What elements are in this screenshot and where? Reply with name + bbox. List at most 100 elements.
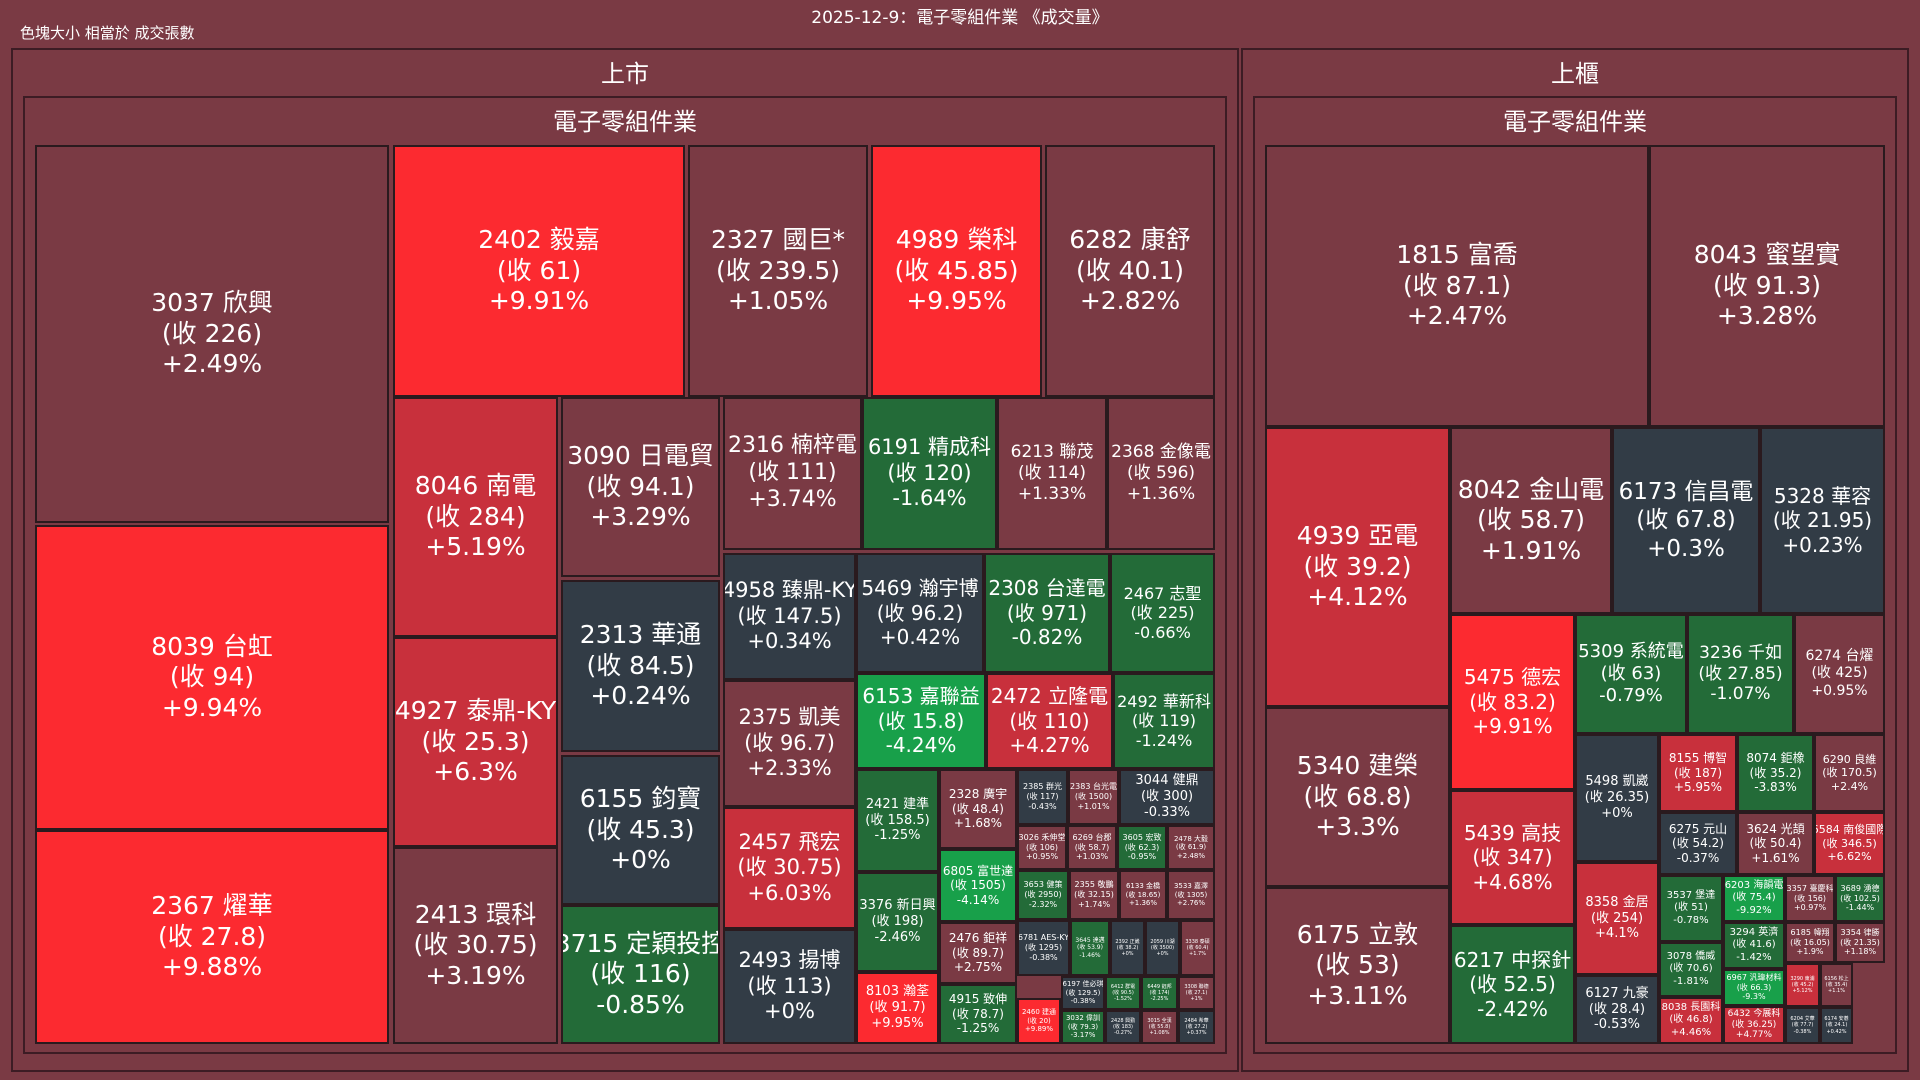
treemap-tile-3689[interactable]: 3689 湧德 (收 102.5) -1.44% — [1835, 875, 1885, 922]
treemap-tile-6412[interactable]: 6412 群電 (收 90.5) -1.52% — [1105, 976, 1141, 1010]
treemap-tile-6155[interactable]: 6155 鈞寶 (收 45.3) +0% — [561, 755, 720, 905]
treemap-tile-2476[interactable]: 2476 鉅祥 (收 89.7) +2.75% — [939, 922, 1017, 984]
treemap-tile-2467[interactable]: 2467 志聖 (收 225) -0.66% — [1110, 553, 1215, 673]
treemap-tile-2492[interactable]: 2492 華新科 (收 119) -1.24% — [1113, 673, 1215, 769]
treemap-tile-3037[interactable]: 3037 欣興 (收 226) +2.49% — [35, 145, 389, 523]
treemap-tile-8103[interactable]: 8103 瀚荃 (收 91.7) +9.95% — [856, 972, 939, 1044]
treemap-tile-2367[interactable]: 2367 燿華 (收 27.8) +9.88% — [35, 830, 389, 1044]
treemap-tile-2059[interactable]: 2059 川湖 (收 3500) +0% — [1145, 920, 1180, 976]
treemap-tile-6174[interactable]: 6174 安碁 (收 24.1) +0.42% — [1820, 1007, 1853, 1044]
treemap-tile-6282[interactable]: 6282 康舒 (收 40.1) +2.82% — [1045, 145, 1215, 397]
treemap-tile-2316[interactable]: 2316 楠梓電 (收 111) +3.74% — [723, 397, 862, 550]
treemap-tile-3537[interactable]: 3537 堡達 (收 51) -0.78% — [1659, 875, 1723, 942]
treemap-tile-2308[interactable]: 2308 台達電 (收 971) -0.82% — [984, 553, 1110, 673]
treemap-tile-4927[interactable]: 4927 泰鼎-KY (收 25.3) +6.3% — [393, 637, 558, 847]
treemap-tile-5475[interactable]: 5475 德宏 (收 83.2) +9.91% — [1450, 614, 1575, 790]
treemap-tile-6127[interactable]: 6127 九豪 (收 28.4) -0.53% — [1575, 975, 1659, 1044]
treemap-tile-2383[interactable]: 2383 台光電 (收 1500) +1.01% — [1068, 769, 1119, 825]
treemap-tile-8074[interactable]: 8074 鉅橡 (收 35.2) -3.83% — [1737, 734, 1814, 812]
treemap-tile-6191[interactable]: 6191 精成科 (收 120) -1.64% — [862, 397, 997, 550]
treemap-tile-2392[interactable]: 2392 正崴 (收 38.2) +0% — [1110, 920, 1145, 976]
treemap-tile-3294[interactable]: 3294 英濟 (收 41.6) -1.42% — [1723, 922, 1785, 969]
treemap-tile-3078[interactable]: 3078 僑威 (收 70.6) -1.81% — [1659, 942, 1723, 997]
treemap-tile-2421[interactable]: 2421 建準 (收 158.5) -1.25% — [856, 769, 939, 872]
treemap-tile-6133[interactable]: 6133 金橋 (收 18.65) +1.36% — [1119, 870, 1167, 920]
treemap-tile-3624[interactable]: 3624 光頡 (收 50.4) +1.61% — [1737, 812, 1814, 875]
treemap-tile-6274[interactable]: 6274 台燿 (收 425) +0.95% — [1794, 614, 1885, 734]
treemap-tile-5328[interactable]: 5328 華容 (收 21.95) +0.23% — [1760, 427, 1885, 614]
treemap-tile-5469[interactable]: 5469 瀚宇博 (收 96.2) +0.42% — [856, 553, 984, 673]
treemap-tile-3533[interactable]: 3533 嘉澤 (收 1305) +2.76% — [1167, 870, 1215, 920]
treemap-tile-5498[interactable]: 5498 凱崴 (收 26.35) +0% — [1575, 734, 1659, 862]
treemap-tile-3376[interactable]: 3376 新日興 (收 198) -2.46% — [856, 872, 939, 972]
treemap-tile-6967[interactable]: 6967 汎瑋材料 (收 66.3) -9.3% — [1723, 969, 1785, 1006]
treemap-tile-3308[interactable]: 3308 聯德 (收 27.1) +1% — [1178, 976, 1215, 1010]
treemap-tile-6805[interactable]: 6805 富世達 (收 1505) -4.14% — [939, 849, 1017, 922]
treemap-tile-8039[interactable]: 8039 台虹 (收 94) +9.94% — [35, 525, 389, 830]
treemap-tile-8038[interactable]: 8038 長園科 (收 46.8) +4.46% — [1659, 997, 1723, 1044]
treemap-tile-6204[interactable]: 6204 艾華 (收 77.7) -0.38% — [1785, 1007, 1820, 1044]
treemap-tile-4939[interactable]: 4939 亞電 (收 39.2) +4.12% — [1265, 427, 1450, 707]
treemap-tile-6153[interactable]: 6153 嘉聯益 (收 15.8) -4.24% — [856, 673, 986, 769]
treemap-tile-6173[interactable]: 6173 信昌電 (收 67.8) +0.3% — [1612, 427, 1760, 614]
treemap-tile-6197[interactable]: 6197 佳必琪 (收 129.5) -0.38% — [1061, 976, 1105, 1010]
treemap-tile-3032[interactable]: 3032 偉訓 (收 79.3) -3.17% — [1061, 1010, 1105, 1044]
treemap-tile-2327[interactable]: 2327 國巨* (收 239.5) +1.05% — [688, 145, 868, 397]
tile-change: -9.3% — [1742, 992, 1766, 1002]
treemap-tile-2313[interactable]: 2313 華通 (收 84.5) +0.24% — [561, 580, 720, 752]
treemap-tile-4989[interactable]: 4989 榮科 (收 45.85) +9.95% — [871, 145, 1042, 397]
treemap-tile-4958[interactable]: 4958 臻鼎-KY (收 147.5) +0.34% — [723, 553, 856, 680]
treemap-tile-2413[interactable]: 2413 環科 (收 30.75) +3.19% — [393, 847, 558, 1044]
treemap-tile-6275[interactable]: 6275 元山 (收 54.2) -0.37% — [1659, 812, 1737, 875]
treemap-tile-2493[interactable]: 2493 揚博 (收 113) +0% — [723, 929, 856, 1044]
treemap-tile-2368[interactable]: 2368 金像電 (收 596) +1.36% — [1107, 397, 1215, 550]
treemap-tile-2402[interactable]: 2402 毅嘉 (收 61) +9.91% — [393, 145, 685, 397]
treemap-tile-6449[interactable]: 6449 鈺邦 (收 174) -2.25% — [1141, 976, 1178, 1010]
treemap-tile-3015[interactable]: 3015 全漢 (收 55.8) +1.08% — [1141, 1010, 1178, 1044]
treemap-tile-6217[interactable]: 6217 中探針 (收 52.5) -2.42% — [1450, 925, 1575, 1044]
treemap-tile-2484[interactable]: 2484 希華 (收 27.2) +0.37% — [1178, 1010, 1215, 1044]
treemap-tile-3236[interactable]: 3236 千如 (收 27.85) -1.07% — [1687, 614, 1794, 734]
treemap-tile-6269[interactable]: 6269 台郡 (收 58.7) +1.03% — [1067, 825, 1117, 870]
treemap-tile-8046[interactable]: 8046 南電 (收 284) +5.19% — [393, 397, 558, 637]
treemap-tile-3090[interactable]: 3090 日電貿 (收 94.1) +3.29% — [561, 397, 720, 577]
treemap-tile-8155[interactable]: 8155 博智 (收 187) +5.95% — [1659, 734, 1737, 812]
treemap-tile-2472[interactable]: 2472 立隆電 (收 110) +4.27% — [986, 673, 1113, 769]
treemap-tile-6290[interactable]: 6290 良維 (收 170.5) +2.4% — [1814, 734, 1885, 812]
treemap-tile-6432[interactable]: 6432 今展科 (收 36.25) +4.77% — [1723, 1006, 1785, 1044]
treemap-tile-4915[interactable]: 4915 致伸 (收 78.7) -1.25% — [939, 984, 1017, 1044]
treemap-tile-6185[interactable]: 6185 幃翔 (收 16.05) +1.9% — [1785, 922, 1835, 963]
treemap-tile-3026[interactable]: 3026 禾伸堂 (收 106) +0.95% — [1017, 825, 1067, 870]
treemap-tile-2428[interactable]: 2428 興勤 (收 183) -0.27% — [1105, 1010, 1141, 1044]
treemap-tile-5309[interactable]: 5309 系統電 (收 63) -0.79% — [1575, 614, 1687, 734]
treemap-tile-3357[interactable]: 3357 臺慶科 (收 156) +0.97% — [1785, 875, 1835, 922]
treemap-tile-2328[interactable]: 2328 廣宇 (收 48.4) +1.68% — [939, 769, 1017, 849]
treemap-tile-3354[interactable]: 3354 律勝 (收 21.35) +1.18% — [1835, 922, 1885, 963]
treemap-tile-3338[interactable]: 3338 泰碩 (收 60.4) +1.7% — [1180, 920, 1215, 976]
treemap-tile-3645[interactable]: 3645 達邁 (收 53.9) -1.46% — [1070, 920, 1110, 976]
treemap-tile-1815[interactable]: 1815 富喬 (收 87.1) +2.47% — [1265, 145, 1649, 427]
treemap-tile-6781[interactable]: 6781 AES-KY (收 1295) -0.38% — [1017, 920, 1070, 976]
treemap-tile-2478[interactable]: 2478 大毅 (收 61.9) +2.48% — [1167, 825, 1215, 870]
treemap-tile-6156[interactable]: 6156 松上 (收 35.4) +1.1% — [1820, 963, 1853, 1007]
treemap-tile-2375[interactable]: 2375 凱美 (收 96.7) +2.33% — [723, 680, 856, 807]
treemap-tile-3715[interactable]: 3715 定穎投控 (收 116) -0.85% — [561, 905, 720, 1044]
treemap-tile-6584[interactable]: 6584 南俊國際 (收 346.5) +6.62% — [1814, 812, 1885, 875]
treemap-tile-8043[interactable]: 8043 蜜望實 (收 91.3) +3.28% — [1649, 145, 1885, 427]
treemap-tile-2460[interactable]: 2460 建通 (收 20) +9.89% — [1017, 998, 1061, 1044]
treemap-tile-3605[interactable]: 3605 宏致 (收 62.3) -0.95% — [1117, 825, 1167, 870]
treemap-tile-3044[interactable]: 3044 健鼎 (收 300) -0.33% — [1119, 769, 1215, 825]
treemap-tile-3653[interactable]: 3653 健策 (收 2950) -2.32% — [1017, 870, 1069, 920]
treemap-tile-6175[interactable]: 6175 立敦 (收 53) +3.11% — [1265, 887, 1450, 1044]
treemap-tile-2385[interactable]: 2385 群光 (收 117) -0.43% — [1017, 769, 1068, 825]
treemap-tile-5340[interactable]: 5340 建榮 (收 68.8) +3.3% — [1265, 707, 1450, 887]
tile-close: (收 102.5) — [1840, 893, 1880, 903]
treemap-tile-6203[interactable]: 6203 海韻電 (收 75.4) -9.92% — [1723, 875, 1785, 922]
treemap-tile-5439[interactable]: 5439 高技 (收 347) +4.68% — [1450, 790, 1575, 925]
treemap-tile-8358[interactable]: 8358 金居 (收 254) +4.1% — [1575, 862, 1659, 975]
treemap-tile-2355[interactable]: 2355 敬鵬 (收 32.15) +1.74% — [1069, 870, 1119, 920]
treemap-tile-6213[interactable]: 6213 聯茂 (收 114) +1.33% — [997, 397, 1107, 550]
treemap-tile-8042[interactable]: 8042 金山電 (收 58.7) +1.91% — [1450, 427, 1612, 614]
treemap-tile-3290[interactable]: 3290 東浦 (收 45.2) +5.12% — [1785, 963, 1820, 1007]
treemap-tile-2457[interactable]: 2457 飛宏 (收 30.75) +6.03% — [723, 807, 856, 929]
